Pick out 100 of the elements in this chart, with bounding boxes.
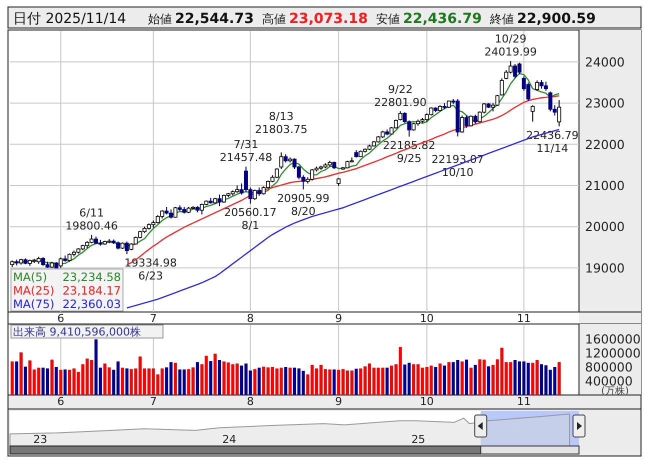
x-tick-label: 23 (33, 433, 48, 446)
bar (337, 370, 340, 395)
candlestick (557, 100, 562, 127)
bar (196, 362, 200, 395)
bar (368, 364, 372, 395)
y-tick-label: 1200000 (585, 346, 641, 360)
chart-title: 日付 2025/11/14 (13, 11, 126, 27)
bar (68, 370, 72, 395)
bar (386, 368, 389, 395)
bar (531, 362, 534, 395)
bar (10, 361, 14, 395)
bar (284, 367, 288, 395)
series-label: MA(25) 23,184.17 (13, 284, 121, 298)
bar (553, 367, 556, 395)
annotation: 8/13 21803.75 (255, 110, 308, 136)
bar (292, 368, 296, 395)
text: 高値 23,073.18 (262, 11, 368, 27)
x-tick-label: 6 (57, 312, 64, 325)
bar (182, 369, 186, 395)
bar (514, 360, 517, 395)
y-tick-label: 800000 (585, 360, 633, 374)
bar (262, 366, 266, 395)
bar (240, 366, 244, 395)
candlestick (535, 80, 540, 92)
bar (398, 347, 402, 395)
bar (390, 366, 394, 395)
bar (434, 367, 438, 395)
annotation: 6/11 19800.46 (65, 206, 118, 232)
candlestick (460, 114, 464, 134)
x-tick-label: 9 (335, 312, 342, 325)
bar (169, 362, 173, 395)
candlestick (544, 81, 548, 92)
bar (469, 368, 472, 395)
bar (231, 364, 234, 395)
y-axis-title: (万株) (601, 385, 629, 397)
bar (328, 369, 332, 395)
bar (474, 364, 477, 395)
annotation: 20560.17 8/1 (224, 206, 277, 232)
x-tick-label: 8 (246, 312, 254, 325)
bar (266, 367, 270, 395)
bar (350, 370, 354, 395)
bar (460, 361, 464, 395)
bar (59, 370, 62, 395)
bar (244, 364, 248, 395)
bar (280, 368, 283, 395)
bar (288, 368, 292, 395)
bar (214, 354, 217, 395)
candlestick (464, 114, 469, 128)
y-tick-label: 24000 (585, 54, 625, 70)
text: 始値 22,544.73 (148, 11, 254, 27)
candlestick (530, 104, 535, 122)
candlestick (468, 114, 473, 128)
x-tick-label: 9 (335, 395, 342, 408)
bar (526, 362, 530, 395)
bar (540, 364, 544, 395)
bar (108, 367, 111, 395)
bar (50, 360, 54, 395)
bar (442, 366, 446, 395)
bar (54, 367, 58, 395)
x-tick-label: 7 (150, 312, 157, 325)
annotation: 9/22 22801.90 (374, 82, 427, 109)
x-tick-label: 11 (516, 312, 531, 325)
candlestick (398, 110, 402, 121)
candlestick (124, 241, 129, 255)
bar (430, 366, 433, 395)
text: 安値 22,436.79 (376, 11, 482, 27)
bar (416, 364, 420, 395)
candlestick (513, 63, 518, 79)
x-tick-label: 10 (420, 312, 434, 325)
x-tick-label: 8 (246, 395, 254, 408)
bar (94, 339, 98, 395)
bar (19, 352, 23, 395)
bar (253, 369, 256, 395)
text: MA(5) 23,234.58 (13, 270, 121, 284)
bar (174, 362, 177, 395)
y-tick-label: 21000 (585, 178, 625, 194)
bar (452, 362, 455, 395)
bar (359, 368, 362, 395)
bar (187, 369, 190, 395)
bar (438, 364, 442, 395)
candlestick (495, 94, 500, 106)
candlestick (473, 114, 478, 124)
x-tick-label: 25 (411, 433, 426, 446)
candlestick (517, 62, 522, 75)
bar (487, 366, 490, 395)
bar (209, 361, 212, 395)
text: 終値 22,900.59 (489, 11, 596, 27)
bar (412, 364, 416, 395)
y-tick-label: 19000 (585, 260, 625, 276)
y-tick-label: 23000 (585, 96, 625, 111)
bar (319, 364, 323, 395)
bar (381, 368, 384, 395)
bar (218, 360, 222, 395)
chart-title: 出来高 9,410,596,000株 (13, 326, 141, 338)
bar (46, 368, 50, 395)
bar (302, 370, 305, 395)
x-tick-label: 10 (420, 395, 434, 408)
annotation: 20905.99 8/20 (277, 192, 330, 218)
bar (341, 369, 345, 395)
x-tick-label: 11 (516, 395, 531, 408)
